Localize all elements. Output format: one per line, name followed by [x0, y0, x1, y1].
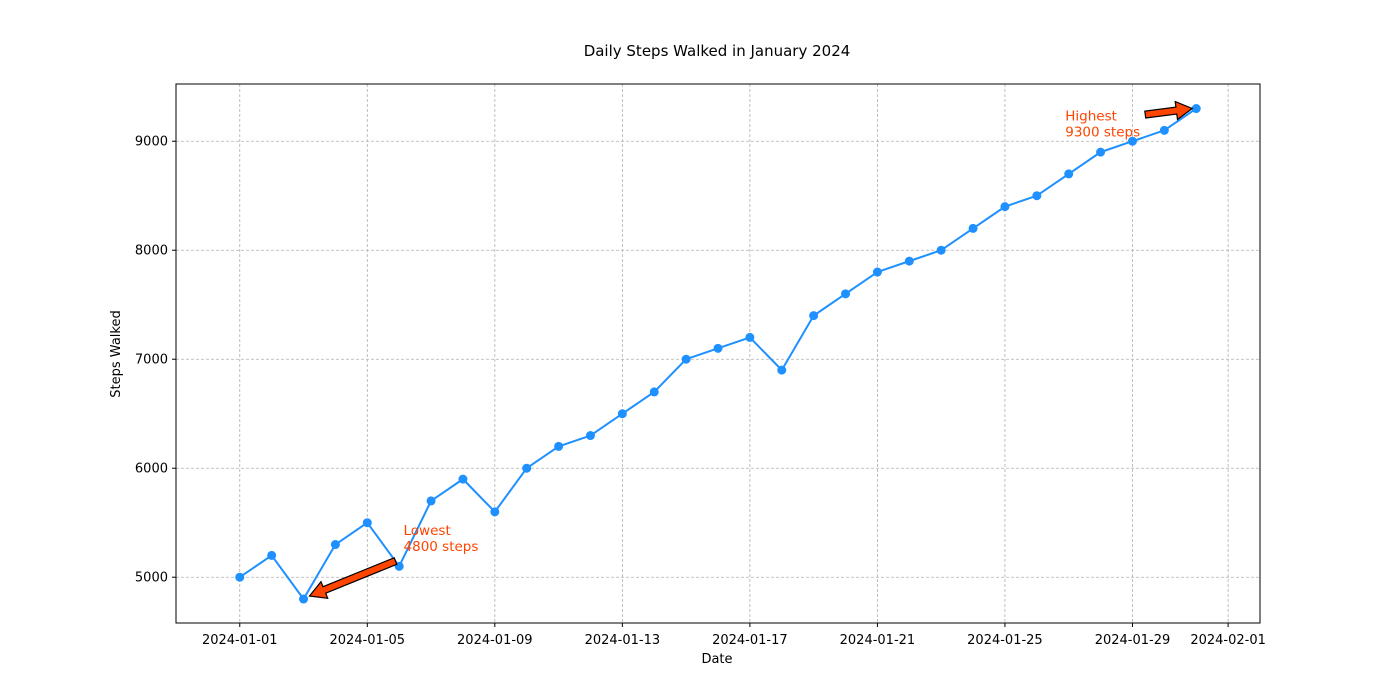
- data-point: [1191, 104, 1201, 114]
- data-point: [1000, 202, 1010, 212]
- data-point: [1096, 147, 1106, 157]
- data-point: [299, 594, 309, 604]
- annotation-arrow: [308, 557, 398, 600]
- annotation-value: 9300 steps: [1065, 125, 1140, 141]
- data-point: [968, 223, 978, 233]
- data-point: [745, 332, 755, 342]
- data-point: [426, 496, 436, 506]
- data-point: [1127, 136, 1137, 146]
- data-point: [490, 507, 500, 517]
- y-tick-label: 6000: [135, 462, 168, 477]
- data-point: [585, 431, 595, 441]
- x-tick-label: 2024-01-25: [967, 633, 1043, 648]
- data-point: [617, 409, 627, 419]
- data-point: [362, 518, 372, 528]
- annotation-label: Highest: [1065, 109, 1117, 125]
- data-point: [809, 311, 819, 321]
- data-point: [554, 441, 564, 451]
- x-tick-label: 2024-01-17: [712, 633, 788, 648]
- x-tick-label: 2024-01-29: [1095, 633, 1171, 648]
- data-point: [522, 463, 532, 473]
- data-point: [649, 387, 659, 397]
- x-tick-label: 2024-01-13: [585, 633, 661, 648]
- data-point: [777, 365, 787, 375]
- y-tick-label: 9000: [135, 135, 168, 150]
- x-tick-label: 2024-01-09: [457, 633, 533, 648]
- series-layer: [235, 104, 1201, 604]
- data-point: [1159, 125, 1169, 135]
- annotation-label: Lowest: [404, 523, 451, 539]
- y-tick-label: 8000: [135, 244, 168, 259]
- chart-title: Daily Steps Walked in January 2024: [584, 42, 851, 60]
- data-point: [330, 540, 340, 550]
- plot-frame: [175, 83, 1261, 624]
- data-point: [1064, 169, 1074, 179]
- data-point: [904, 256, 914, 266]
- data-point: [267, 550, 277, 560]
- data-point: [235, 572, 245, 582]
- annotation-arrow: [1144, 100, 1194, 121]
- x-tick-label: 2024-01-21: [840, 633, 916, 648]
- data-point: [872, 267, 882, 277]
- data-point: [713, 343, 723, 353]
- data-point: [681, 354, 691, 364]
- annotation-value: 4800 steps: [404, 539, 479, 555]
- ticks: 2024-01-01 2024-01-05 2024-01-09 2024-01-13…: [135, 135, 1266, 648]
- x-axis-label: Date: [701, 652, 732, 667]
- x-tick-label: 2024-01-01: [202, 633, 278, 648]
- x-tick-label: 2024-02-01: [1190, 633, 1266, 648]
- x-tick-label: 2024-01-05: [330, 633, 406, 648]
- y-axis-label: Steps Walked: [109, 310, 124, 397]
- data-point: [458, 474, 468, 484]
- data-point: [936, 245, 946, 255]
- y-tick-label: 5000: [135, 571, 168, 586]
- y-tick-label: 7000: [135, 353, 168, 368]
- data-point: [1032, 191, 1042, 201]
- data-point: [841, 289, 851, 299]
